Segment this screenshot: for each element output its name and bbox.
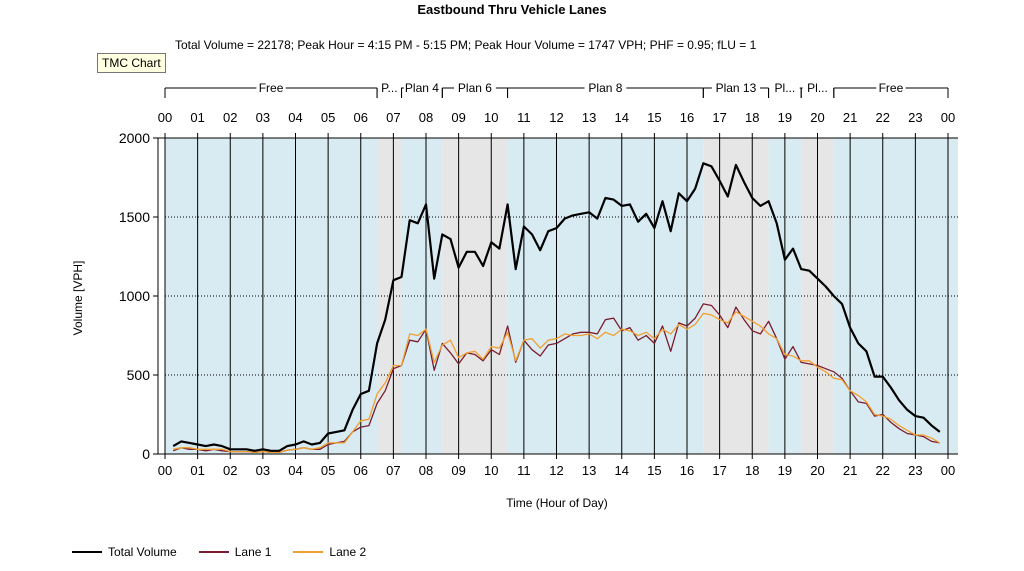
grid-lines — [164, 137, 958, 454]
tooltip: TMC Chart — [97, 53, 166, 73]
legend-label: Lane 2 — [329, 545, 367, 559]
plan-band — [507, 138, 704, 454]
x-tick-label-top: 14 — [615, 110, 629, 125]
x-tick-label-bottom: 16 — [680, 463, 694, 478]
x-tick-label-top: 00 — [158, 110, 172, 125]
chart-subtitle: Total Volume = 22178; Peak Hour = 4:15 P… — [175, 38, 757, 52]
x-tick-label-bottom: 05 — [321, 463, 335, 478]
x-tick-label-top: 05 — [321, 110, 335, 125]
x-tick-label-bottom: 12 — [549, 463, 563, 478]
plan-label: Plan 4 — [405, 81, 439, 95]
x-tick-label-bottom: 06 — [354, 463, 368, 478]
plan-brackets: Free P... Plan 4 Plan 6 Plan 8 Plan 13 Pl... Pl… — [164, 81, 949, 98]
x-tick-label-top: 06 — [354, 110, 368, 125]
plan-label: Plan 6 — [458, 81, 492, 95]
x-tick-label-top: 07 — [386, 110, 400, 125]
x-tick-label-top: 15 — [647, 110, 661, 125]
x-tick-label-bottom: 03 — [256, 463, 270, 478]
x-tick-label-top: 08 — [419, 110, 433, 125]
x-tick-label-top: 12 — [549, 110, 563, 125]
legend-swatch — [198, 551, 229, 553]
plan-label: Free — [879, 81, 904, 95]
x-tick-label-top: 19 — [778, 110, 792, 125]
plan-label: Plan 13 — [716, 81, 757, 95]
y-tick-label: 1500 — [119, 209, 150, 225]
x-tick-label-top: 00 — [941, 110, 955, 125]
x-tick-label-bottom: 10 — [484, 463, 498, 478]
plan-label: Pl... — [807, 81, 828, 95]
x-tick-label-bottom: 08 — [419, 463, 433, 478]
x-tick-label-bottom: 00 — [941, 463, 955, 478]
x-tick-label-bottom: 21 — [843, 463, 857, 478]
x-tick-label-top: 13 — [582, 110, 596, 125]
x-tick-label-bottom: 14 — [615, 463, 629, 478]
x-tick-label-bottom: 22 — [876, 463, 890, 478]
x-tick-label-bottom: 18 — [745, 463, 759, 478]
legend-swatch — [293, 551, 324, 553]
x-tick-label-bottom: 00 — [158, 463, 172, 478]
x-tick-label-bottom: 01 — [190, 463, 204, 478]
x-tick-label-bottom: 09 — [451, 463, 465, 478]
legend-swatch — [72, 551, 102, 553]
legend-label: Total Volume — [108, 545, 177, 559]
y-tick-label: 0 — [142, 446, 150, 462]
x-axis-label: Time (Hour of Day) — [506, 496, 608, 510]
plan-label: Plan 8 — [588, 81, 622, 95]
legend-item: Lane 1 — [198, 545, 272, 559]
x-tick-label-bottom: 02 — [223, 463, 237, 478]
series-line-total-volume — [172, 162, 941, 452]
x-tick-label-top: 10 — [484, 110, 498, 125]
plan-band — [401, 138, 443, 454]
series-line-lane-2 — [173, 311, 941, 454]
x-tick-label-top: 02 — [223, 110, 237, 125]
x-tick-label-top: 16 — [680, 110, 694, 125]
x-tick-label-top: 01 — [190, 110, 204, 125]
x-tick-label-bottom: 11 — [517, 463, 531, 478]
plan-band — [833, 138, 958, 454]
x-tick-label-top: 22 — [876, 110, 890, 125]
x-tick-label-bottom: 07 — [386, 463, 400, 478]
plan-label: Pl... — [775, 81, 796, 95]
series-lines — [172, 162, 941, 454]
chart-title: Eastbound Thru Vehicle Lanes — [417, 2, 607, 17]
plan-label: Free — [259, 81, 284, 95]
x-tick-label-bottom: 17 — [712, 463, 726, 478]
x-tick-label-top: 17 — [712, 110, 726, 125]
x-tick-label-top: 21 — [843, 110, 857, 125]
x-tick-label-bottom: 20 — [810, 463, 824, 478]
y-tick-label: 1000 — [119, 288, 150, 304]
legend-item: Total Volume — [72, 545, 177, 559]
x-tick-label-top: 23 — [908, 110, 922, 125]
x-tick-label-top: 20 — [810, 110, 824, 125]
x-tick-label-bottom: 23 — [908, 463, 922, 478]
x-tick-label-top: 09 — [451, 110, 465, 125]
legend-item: Lane 2 — [293, 545, 366, 559]
axes: 0500100015002000000001010202030304040505… — [119, 110, 958, 478]
x-tick-label-top: 11 — [517, 110, 531, 125]
x-tick-label-bottom: 13 — [582, 463, 596, 478]
x-tick-label-top: 04 — [288, 110, 302, 125]
y-tick-label: 2000 — [119, 130, 150, 146]
x-tick-label-top: 18 — [745, 110, 759, 125]
y-axis-label: Volume [VPH] — [71, 261, 85, 336]
x-tick-label-bottom: 04 — [288, 463, 302, 478]
legend-label: Lane 1 — [234, 545, 272, 559]
x-tick-label-bottom: 15 — [647, 463, 661, 478]
x-tick-label-top: 03 — [256, 110, 270, 125]
plan-band — [165, 138, 378, 454]
legend: Total Volume Lane 1 Lane 2 — [72, 545, 388, 559]
y-tick-label: 500 — [127, 367, 151, 383]
plan-label: P... — [381, 81, 397, 95]
x-tick-label-bottom: 19 — [778, 463, 792, 478]
